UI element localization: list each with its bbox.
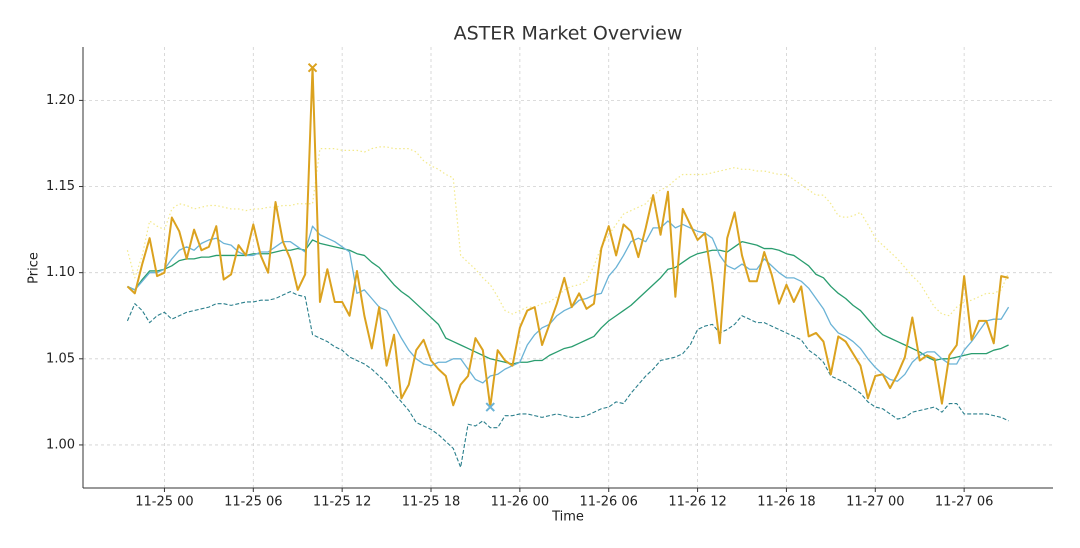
series-line — [127, 239, 1009, 365]
series-line — [126, 66, 1009, 409]
x-tick-label: 11-26 00 — [491, 495, 549, 510]
x-tick-label: 11-26 06 — [579, 495, 637, 510]
x-tick-label: 11-25 12 — [313, 495, 371, 510]
chart-title: ASTER Market Overview — [454, 23, 683, 45]
y-tick-label: 1.15 — [46, 179, 75, 194]
x-tick-label: 11-27 06 — [935, 495, 993, 510]
series-line — [126, 291, 1009, 468]
x-tick-label: 11-26 12 — [668, 495, 726, 510]
extreme-marker — [485, 402, 495, 412]
x-tick-label: 11-26 18 — [757, 495, 815, 510]
y-tick-label: 1.10 — [46, 265, 75, 280]
series-line — [127, 220, 1010, 384]
y-tick-label: 1.00 — [46, 437, 75, 452]
y-axis-label: Price — [27, 252, 42, 284]
y-tick-label: 1.20 — [46, 93, 75, 108]
x-axis-label: Time — [551, 510, 584, 525]
y-tick-label: 1.05 — [46, 351, 75, 366]
x-tick-label: 11-25 00 — [135, 495, 193, 510]
extreme-marker — [307, 62, 318, 73]
x-tick-label: 11-27 00 — [846, 495, 904, 510]
x-tick-label: 11-25 18 — [402, 495, 460, 510]
x-tick-label: 11-25 06 — [224, 495, 282, 510]
